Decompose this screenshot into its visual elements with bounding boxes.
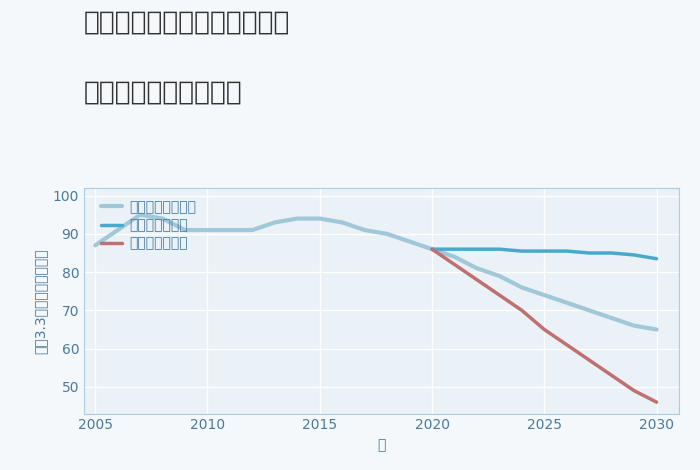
バッドシナリオ — [473, 277, 481, 282]
Line: ノーマルシナリオ: ノーマルシナリオ — [95, 215, 657, 329]
バッドシナリオ — [608, 373, 616, 378]
ノーマルシナリオ — [630, 323, 638, 329]
グッドシナリオ — [428, 246, 436, 252]
ノーマルシナリオ — [248, 227, 257, 233]
バッドシナリオ — [563, 342, 571, 348]
ノーマルシナリオ — [360, 227, 369, 233]
バッドシナリオ — [585, 357, 594, 363]
ノーマルシナリオ — [91, 243, 99, 248]
ノーマルシナリオ — [563, 300, 571, 306]
ノーマルシナリオ — [225, 227, 234, 233]
Text: 兵庫県姫路市香寺町矢田部の: 兵庫県姫路市香寺町矢田部の — [84, 9, 290, 35]
ノーマルシナリオ — [181, 227, 189, 233]
バッドシナリオ — [517, 307, 526, 313]
グッドシナリオ — [473, 246, 481, 252]
グッドシナリオ — [495, 246, 503, 252]
ノーマルシナリオ — [293, 216, 302, 221]
ノーマルシナリオ — [495, 273, 503, 279]
Legend: ノーマルシナリオ, グッドシナリオ, バッドシナリオ: ノーマルシナリオ, グッドシナリオ, バッドシナリオ — [96, 195, 202, 256]
Text: 中古戸建ての価格推移: 中古戸建ての価格推移 — [84, 80, 243, 106]
ノーマルシナリオ — [158, 216, 167, 221]
グッドシナリオ — [517, 248, 526, 254]
Line: バッドシナリオ: バッドシナリオ — [432, 249, 657, 402]
グッドシナリオ — [450, 246, 459, 252]
ノーマルシナリオ — [203, 227, 211, 233]
バッドシナリオ — [652, 400, 661, 405]
ノーマルシナリオ — [608, 315, 616, 321]
ノーマルシナリオ — [113, 227, 122, 233]
バッドシナリオ — [495, 292, 503, 298]
ノーマルシナリオ — [271, 219, 279, 225]
バッドシナリオ — [630, 388, 638, 393]
ノーマルシナリオ — [517, 285, 526, 290]
バッドシナリオ — [540, 327, 549, 332]
ノーマルシナリオ — [316, 216, 324, 221]
ノーマルシナリオ — [136, 212, 144, 218]
ノーマルシナリオ — [405, 239, 414, 244]
バッドシナリオ — [450, 262, 459, 267]
ノーマルシナリオ — [338, 219, 346, 225]
Line: グッドシナリオ: グッドシナリオ — [432, 249, 657, 259]
グッドシナリオ — [585, 250, 594, 256]
グッドシナリオ — [563, 248, 571, 254]
ノーマルシナリオ — [450, 254, 459, 259]
X-axis label: 年: 年 — [377, 438, 386, 452]
バッドシナリオ — [428, 246, 436, 252]
ノーマルシナリオ — [652, 327, 661, 332]
ノーマルシナリオ — [585, 307, 594, 313]
ノーマルシナリオ — [540, 292, 549, 298]
ノーマルシナリオ — [473, 266, 481, 271]
ノーマルシナリオ — [428, 246, 436, 252]
グッドシナリオ — [608, 250, 616, 256]
グッドシナリオ — [540, 248, 549, 254]
グッドシナリオ — [652, 256, 661, 262]
ノーマルシナリオ — [383, 231, 391, 237]
グッドシナリオ — [630, 252, 638, 258]
Y-axis label: 坪（3.3㎡）単価（万円）: 坪（3.3㎡）単価（万円） — [33, 248, 47, 353]
